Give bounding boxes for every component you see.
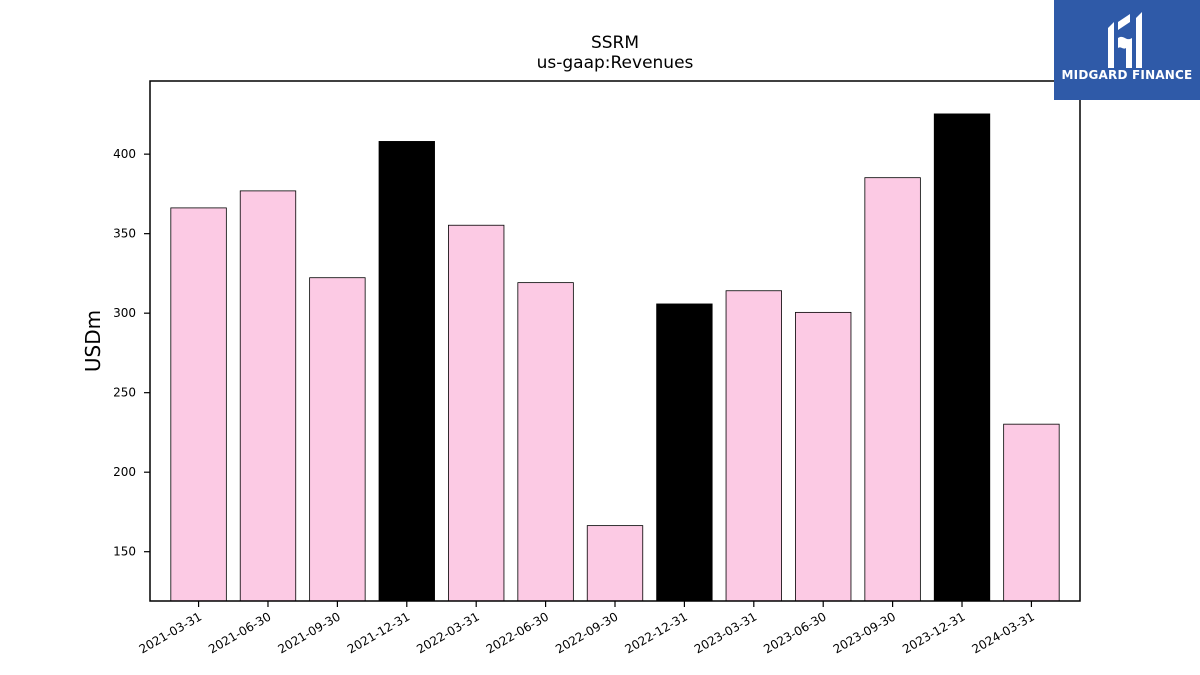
bar-2021-09-30 [309,277,366,602]
y-tick-label: 400 [113,147,136,161]
x-tick-label: 2023-12-31 [900,609,967,656]
y-tick-label: 150 [113,545,136,559]
y-ticks-group: 150 200 250 300 350 400 [113,147,150,559]
y-tick-label: 300 [113,306,136,320]
bar-2022-12-31 [656,303,713,602]
bar-2023-03-31 [725,290,782,602]
bar-2021-03-31 [170,207,227,602]
bar-2021-12-31 [378,141,435,602]
bar-2021-06-30 [239,190,297,602]
bar-2023-09-30 [864,177,921,602]
x-ticks-group: 2021-03-31 2021-06-30 2021-09-30 2021-12-31… [137,601,1037,656]
x-tick-label: 2021-09-30 [275,609,342,656]
bar-2022-09-30 [586,525,644,602]
bar-2022-03-31 [448,224,505,602]
bars-group [170,113,1060,602]
chart-subtitle: us-gaap:Revenues [537,53,694,73]
x-tick-label: 2022-03-31 [414,609,481,656]
y-tick-label: 350 [113,227,136,241]
bar-2023-12-31 [933,113,991,602]
logo-text: MIDGARD FINANCE [1061,68,1193,82]
x-tick-label: 2021-12-31 [345,609,412,656]
x-tick-label: 2023-09-30 [831,609,898,656]
x-tick-label: 2022-06-30 [484,609,551,656]
x-tick-label: 2024-03-31 [970,609,1037,656]
x-tick-label: 2023-03-31 [692,609,759,656]
bar-2022-06-30 [517,282,574,602]
logo-mark-icon [1108,12,1142,68]
bar-2024-03-31 [1003,423,1060,602]
x-tick-label: 2022-09-30 [553,609,620,656]
x-tick-label: 2023-06-30 [761,609,828,656]
x-tick-label: 2021-03-31 [137,609,204,656]
plot-frame [149,80,1081,602]
midgard-finance-logo: MIDGARD FINANCE [1054,0,1200,100]
chart-title: SSRM [591,33,639,53]
y-tick-label: 250 [113,386,136,400]
y-axis-label: USDm [81,310,105,372]
x-tick-label: 2021-06-30 [206,609,273,656]
y-tick-label: 200 [113,465,136,479]
x-tick-label: 2022-12-31 [622,609,689,656]
bar-2023-06-30 [795,311,852,602]
